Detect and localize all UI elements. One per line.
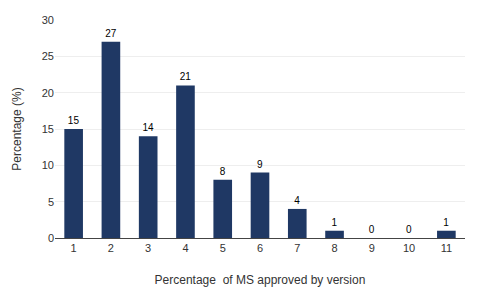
svg-text:5: 5 [48,196,54,208]
svg-text:3: 3 [145,242,151,254]
svg-text:0: 0 [48,232,54,244]
svg-text:21: 21 [180,71,192,82]
svg-text:15: 15 [68,115,80,126]
svg-text:4: 4 [294,195,300,206]
svg-text:0: 0 [369,224,375,235]
svg-text:7: 7 [294,242,300,254]
svg-text:9: 9 [257,159,263,170]
svg-text:1: 1 [443,217,449,228]
svg-text:27: 27 [105,28,117,39]
svg-text:Percentage (%): Percentage (%) [10,87,24,170]
svg-text:1: 1 [332,217,338,228]
svg-text:11: 11 [441,242,452,254]
svg-text:15: 15 [42,123,54,135]
svg-text:Percentage of MS approved by: Percentage of MS approved by version [155,273,366,287]
svg-text:0: 0 [406,224,412,235]
svg-text:10: 10 [403,242,415,254]
svg-text:8: 8 [331,242,337,254]
svg-text:9: 9 [369,242,375,254]
svg-text:2: 2 [108,242,114,254]
svg-text:5: 5 [220,242,226,254]
svg-text:10: 10 [42,159,54,171]
svg-text:14: 14 [142,122,154,133]
svg-text:1: 1 [71,242,77,254]
svg-text:8: 8 [220,166,226,177]
svg-text:25: 25 [42,50,54,62]
svg-text:4: 4 [182,242,188,254]
svg-text:6: 6 [257,242,263,254]
svg-text:20: 20 [42,87,54,99]
svg-text:30: 30 [42,14,54,26]
